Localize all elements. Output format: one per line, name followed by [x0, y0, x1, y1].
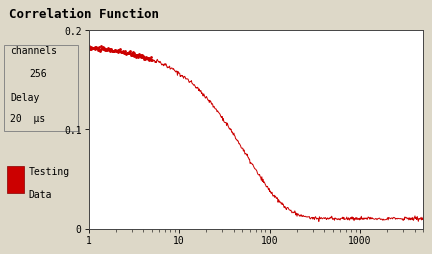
FancyBboxPatch shape — [7, 167, 24, 194]
Text: 20  μs: 20 μs — [10, 113, 45, 123]
Text: channels: channels — [10, 46, 57, 56]
Text: 256: 256 — [29, 69, 47, 78]
Text: Correlation Function: Correlation Function — [9, 8, 159, 21]
Text: Delay: Delay — [10, 93, 39, 103]
Text: Testing: Testing — [29, 167, 70, 177]
Text: Data: Data — [29, 189, 52, 199]
FancyBboxPatch shape — [4, 46, 78, 131]
